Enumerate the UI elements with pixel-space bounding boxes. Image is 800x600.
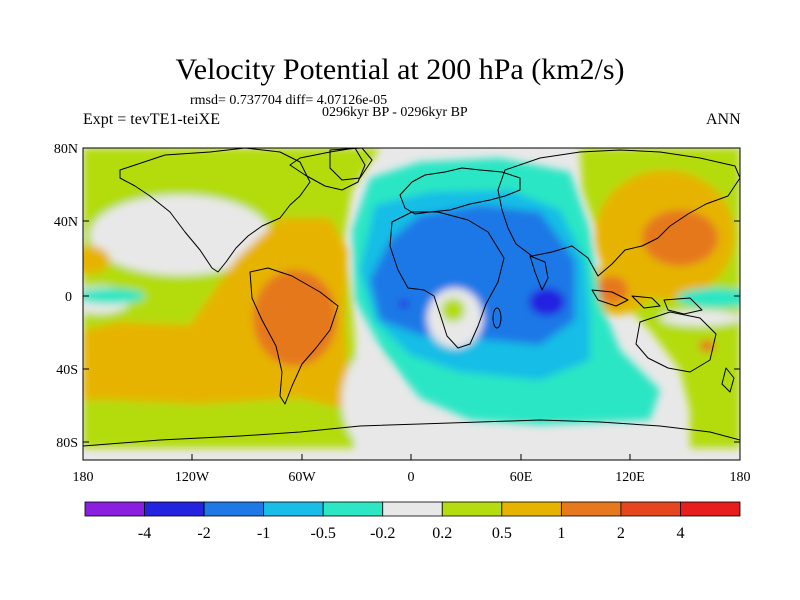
colorbar-label: 0.2 [432,525,452,542]
neutral-south-atlantic [342,352,398,448]
colorbar-swatch [620,501,681,517]
colorbar: -4 -2 -1 -0.5 -0.2 0.2 0.5 1 2 4 [84,501,741,542]
colorbar-label: 2 [617,525,625,542]
field-0p5-pacific-west [83,246,110,274]
field-1-east-asia [642,210,718,266]
experiment-label: Expt = tevTE1-teiXE [83,111,220,128]
map-plot-area [83,148,740,460]
colorbar-label: 1 [557,525,565,542]
colorbar-swatch [263,501,324,517]
field-neg-1 [370,205,575,345]
y-tick-40n: 40N [54,215,78,230]
coastlines [83,148,740,447]
field-0p2-africa [441,298,465,322]
y-tick-40s: 40S [56,363,78,378]
season-label: ANN [706,111,741,128]
colorbar-swatch [560,501,622,517]
colorbar-label: -1 [257,525,270,542]
field-neg-2-atlantic [400,300,408,308]
x-tick-180-west: 180 [73,470,94,485]
x-tick-180-east: 180 [730,470,751,485]
colorbar-label: -0.5 [311,525,336,542]
colorbar-label: -0.2 [370,525,395,542]
y-tick-80s: 80S [56,436,78,451]
neutral-west-pocket [90,195,270,275]
field-neg-2 [529,288,565,316]
colorbar-label: 4 [676,525,684,542]
rmsd-diff-stats: rmsd= 0.737704 diff= 4.07126e-05 [190,93,388,108]
colorbar-label: -4 [138,525,151,542]
y-tick-0: 0 [65,290,72,305]
time-period: 0296kyr BP - 0296kyr BP [322,105,468,120]
chart-title: Velocity Potential at 200 hPa (km2/s) [175,53,625,86]
colorbar-swatch [84,501,145,517]
x-axis [82,454,741,460]
colorbar-label: 0.5 [492,525,512,542]
field-neg-pacific-west [83,288,145,304]
colorbar-swatch [382,501,443,517]
x-tick-120e: 120E [615,470,645,485]
field-1-south-america [253,270,337,366]
x-tick-120w: 120W [175,470,210,485]
colorbar-swatch [144,501,205,517]
y-axis [83,147,740,443]
x-tick-0: 0 [408,470,415,485]
colorbar-swatch [501,501,562,517]
field-neg-pacific-east [677,288,740,308]
x-tick-60e: 60E [510,470,533,485]
y-tick-80n: 80N [54,142,78,157]
colorbar-swatch [441,501,503,517]
colorbar-swatch [322,501,384,517]
colorbar-swatch [203,501,265,517]
colorbar-label: -2 [197,525,210,542]
field-1-south-pacific [699,340,715,352]
colorbar-swatch [680,501,741,517]
x-tick-60w: 60W [288,470,316,485]
field-1-maritime [596,276,628,304]
